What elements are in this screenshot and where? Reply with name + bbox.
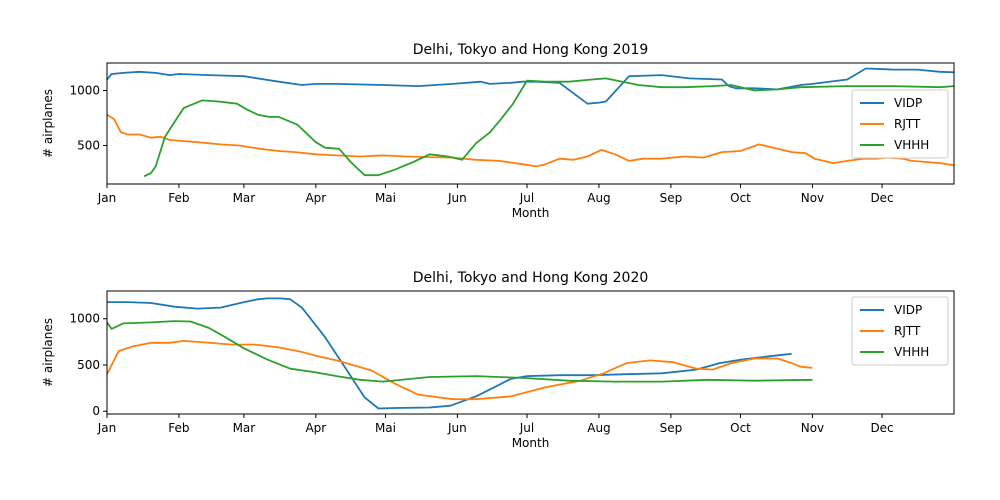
x-tick-label: Jun [447, 421, 467, 435]
chart-panel-2020: Jan Feb Mar Apr Mai Jun Jul Aug Sep Oct Nov Dec 0 500… [41, 270, 955, 450]
x-axis-label: Month [512, 206, 550, 220]
x-tick-label: Mai [375, 421, 396, 435]
x-tick-label: Feb [168, 421, 189, 435]
legend: VIDP RJTT VHHH [851, 296, 949, 366]
series-line-vhhh [143, 77, 954, 178]
x-tick-label: Apr [305, 421, 326, 435]
x-tick-label: Mai [375, 191, 396, 205]
x-tick-label: Nov [801, 421, 824, 435]
series-line-vhhh [107, 320, 813, 383]
legend-frame [851, 296, 949, 366]
x-tick-label: Aug [587, 191, 610, 205]
x-axis-label: Month [512, 436, 550, 450]
x-tick-label: Jan [97, 191, 117, 205]
legend: VIDP RJTT VHHH [851, 89, 949, 159]
x-tick-label: Aug [587, 421, 610, 435]
series-line-rjtt [107, 113, 954, 168]
x-tick-label: Oct [730, 191, 751, 205]
legend-label: VHHH [894, 138, 929, 152]
series-group [107, 67, 954, 178]
x-tick-label: Jan [97, 421, 117, 435]
y-tick-label: 500 [77, 139, 100, 153]
x-tick-label: Sep [660, 421, 683, 435]
x-tick-label: Nov [801, 191, 824, 205]
x-tick-label: Dec [870, 191, 893, 205]
x-tick-label: Sep [660, 191, 683, 205]
legend-label: RJTT [894, 117, 921, 131]
series-line-rjtt [107, 340, 813, 401]
y-axis-label: # airplanes [41, 318, 55, 387]
series-group [107, 297, 813, 410]
plot-frame [106, 290, 955, 415]
legend-label: RJTT [894, 324, 921, 338]
y-tick-label: 1000 [69, 84, 100, 98]
legend-label: VHHH [894, 345, 929, 359]
chart-title: Delhi, Tokyo and Hong Kong 2019 [413, 42, 649, 58]
x-tick-label: Jul [519, 421, 534, 435]
x-tick-label: Jun [447, 191, 467, 205]
x-tick-label: Dec [870, 421, 893, 435]
series-line-vidp [107, 297, 792, 410]
x-tick-label: Feb [168, 191, 189, 205]
x-tick-label: Mar [233, 421, 256, 435]
x-tick-label: Oct [730, 421, 751, 435]
chart-title: Delhi, Tokyo and Hong Kong 2020 [413, 270, 649, 286]
x-tick-label: Apr [305, 191, 326, 205]
legend-frame [851, 89, 949, 159]
legend-label: VIDP [894, 96, 922, 110]
x-tick-label: Jul [519, 191, 534, 205]
chart-panel-2019: Jan Feb Mar Apr Mai Jun Jul Aug Sep Oct Nov Dec 500 1… [41, 42, 955, 220]
x-tick-label: Mar [233, 191, 256, 205]
legend-label: VIDP [894, 303, 922, 317]
plot-frame [106, 62, 955, 185]
y-axis-label: # airplanes [41, 89, 55, 158]
y-tick-label: 0 [92, 404, 100, 418]
y-tick-label: 1000 [69, 312, 100, 326]
y-tick-label: 500 [77, 358, 100, 372]
